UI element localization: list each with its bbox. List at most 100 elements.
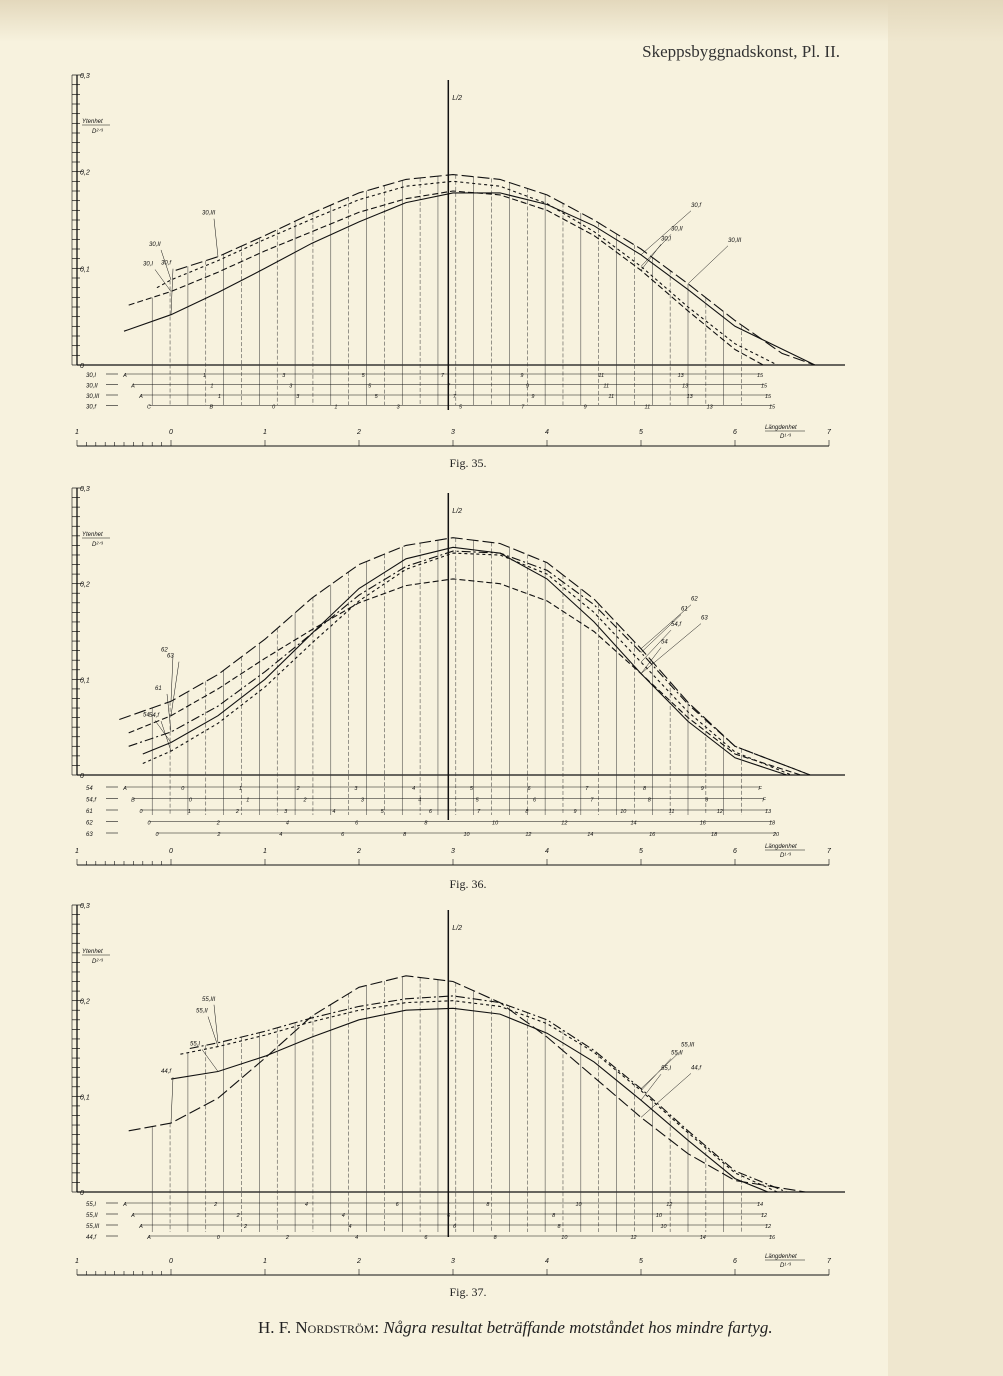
curve-leader-right xyxy=(640,234,672,267)
station-mark: 8 xyxy=(486,1202,490,1208)
y-axis-unit: D²ᐟ³ xyxy=(92,541,104,548)
x-axis-unit: D¹ᐟ³ xyxy=(780,1262,792,1269)
x-tick-label: 0 xyxy=(169,429,173,436)
station-mark: A xyxy=(122,373,127,379)
station-mark: 4 xyxy=(418,798,421,804)
curve-leader-left xyxy=(201,1049,219,1072)
curve-label-left: 54,f xyxy=(149,713,160,719)
curve-leader-left xyxy=(160,249,172,281)
station-mark: 3 xyxy=(397,405,401,411)
curve-leader-right xyxy=(640,629,672,663)
y-tick-label: 0,3 xyxy=(80,486,90,493)
station-mark: 3 xyxy=(361,798,365,804)
station-mark: 1 xyxy=(218,394,221,400)
x-tick-label: 7 xyxy=(827,1258,832,1265)
curve-leader-left xyxy=(166,693,172,732)
x-axis-unit: D¹ᐟ³ xyxy=(780,433,792,440)
station-mark: 13 xyxy=(765,809,772,815)
y-tick-label: 0,1 xyxy=(80,677,90,684)
station-mark: 4 xyxy=(305,1202,308,1208)
scan-margin xyxy=(888,0,1003,1376)
curve-leader-right xyxy=(640,604,692,649)
curve-leader-right xyxy=(640,1073,692,1118)
station-mark: 12 xyxy=(761,1213,767,1219)
station-mark: 0 xyxy=(139,809,143,815)
curve-55-III xyxy=(189,995,787,1193)
station-mark: A xyxy=(122,1202,127,1208)
station-mark: A xyxy=(130,384,135,390)
station-mark: 4 xyxy=(286,821,289,827)
station-mark: 11 xyxy=(669,809,675,815)
station-mark: 1 xyxy=(334,405,337,411)
station-mark: 7 xyxy=(441,373,445,379)
x-tick-label: 2 xyxy=(356,1258,361,1265)
station-mark: 9 xyxy=(705,798,708,804)
station-mark: 13 xyxy=(682,384,689,390)
curve-label-left: 55,II xyxy=(196,1009,208,1015)
y-tick-label: 0 xyxy=(80,363,84,370)
station-mark: 4 xyxy=(342,1213,345,1219)
curve-leader-right xyxy=(640,1074,662,1101)
curve-label-right: 30,II xyxy=(671,226,683,232)
station-mark: A xyxy=(138,394,143,400)
station-mark: 0 xyxy=(189,798,193,804)
station-mark: 12 xyxy=(666,1202,672,1208)
station-mark: 0 xyxy=(272,405,276,411)
station-mark: 18 xyxy=(711,832,718,838)
curve-label-left: 30,II xyxy=(149,242,161,248)
station-mark: 8 xyxy=(648,798,652,804)
curve-30-I xyxy=(128,190,764,366)
station-mark: 10 xyxy=(492,821,499,827)
station-mark: 2 xyxy=(235,809,239,815)
x-tick-label: 2 xyxy=(356,848,361,855)
chart-fig-36: 00,10,20,3YtenhetD²ᐟ³L/2545454,f54,f6161… xyxy=(71,486,845,866)
station-mark: F xyxy=(758,786,762,792)
x-tick-label: 2 xyxy=(356,429,361,436)
station-mark: 2 xyxy=(285,1235,289,1241)
station-mark: B xyxy=(131,798,135,804)
x-axis-label: Längdenhet xyxy=(765,844,797,850)
station-mark: 6 xyxy=(447,1213,451,1219)
station-mark: 5 xyxy=(375,394,379,400)
x-tick-label: 1 xyxy=(75,429,79,436)
y-tick-label: 0,1 xyxy=(80,1094,90,1101)
x-axis-unit: D¹ᐟ³ xyxy=(780,852,792,859)
station-mark: 7 xyxy=(447,384,451,390)
station-mark: 13 xyxy=(678,373,685,379)
station-mark: 2 xyxy=(296,786,300,792)
x-tick-label: 0 xyxy=(169,848,173,855)
plate-header: Skeppsbyggnadskonst, Pl. II. xyxy=(642,42,840,61)
curve-44-f xyxy=(128,975,806,1193)
curve-label-left: 44,f xyxy=(161,1069,172,1075)
station-mark: 0 xyxy=(155,832,159,838)
station-mark: 0 xyxy=(217,1235,221,1241)
station-mark: 6 xyxy=(424,1235,428,1241)
station-row-label: 61 xyxy=(86,809,93,815)
x-tick-label: 5 xyxy=(639,429,643,436)
x-tick-label: 5 xyxy=(639,1258,643,1265)
figure-caption-35: Fig. 35. xyxy=(449,456,487,470)
y-tick-label: 0,2 xyxy=(80,999,90,1006)
curve-leader-left xyxy=(213,1004,219,1043)
curve-label-right: 55,II xyxy=(671,1051,683,1057)
station-mark: 10 xyxy=(561,1235,568,1241)
x-tick-label: 7 xyxy=(827,429,832,436)
station-mark: 14 xyxy=(700,1235,706,1241)
station-mark: 20 xyxy=(772,832,780,838)
station-row-label: 30,II xyxy=(86,384,98,390)
curve-61 xyxy=(128,550,811,776)
station-mark: 12 xyxy=(561,821,567,827)
station-mark: A xyxy=(146,1235,151,1241)
station-mark: 7 xyxy=(477,809,481,815)
curve-label-right: 61 xyxy=(681,607,688,613)
station-mark: 8 xyxy=(525,809,529,815)
station-mark: 10 xyxy=(656,1213,663,1219)
curve-leader-left xyxy=(160,721,172,752)
curve-label-left: 61 xyxy=(155,686,162,692)
midship-label: L/2 xyxy=(452,508,462,515)
station-mark: 12 xyxy=(717,809,723,815)
midship-label: L/2 xyxy=(452,925,462,932)
station-mark: 11 xyxy=(645,405,651,411)
station-mark: A xyxy=(138,1224,143,1230)
